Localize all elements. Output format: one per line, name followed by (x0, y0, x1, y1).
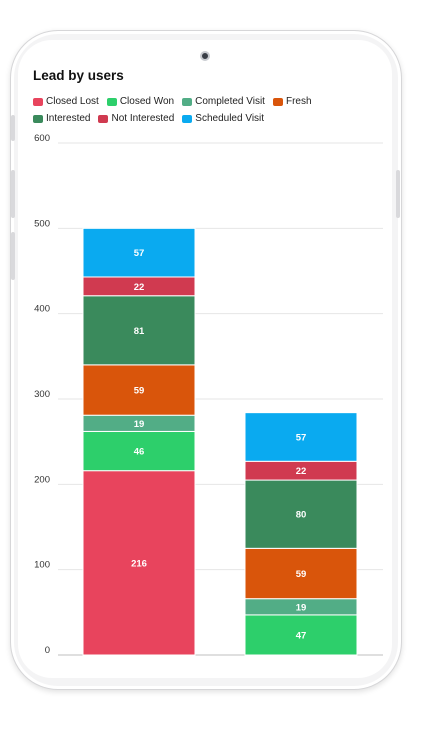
bar-value-label: 57 (134, 248, 145, 259)
legend-label: Scheduled Visit (195, 113, 265, 124)
legend-swatch (33, 97, 43, 106)
bar-value-label: 59 (296, 569, 307, 580)
legend-swatch (33, 114, 43, 123)
y-tick-label: 400 (34, 304, 50, 315)
phone-volume-down (11, 232, 15, 280)
bar-value-label: 80 (296, 510, 307, 521)
y-tick-label: 200 (34, 474, 50, 485)
bar-segment-closed-won[interactable] (82, 430, 196, 472)
bar-value-label: 216 (131, 558, 147, 569)
bar-segment-closed-won[interactable] (244, 614, 358, 656)
legend-item-completed-visit[interactable]: Completed Visit (182, 96, 265, 107)
bar-value-label: 57 (296, 432, 307, 443)
y-tick-label: 0 (45, 645, 50, 656)
chart-legend: Closed Lost Closed Won Completed Visit Fres… (33, 96, 373, 124)
bar-segment-closed-lost[interactable] (82, 470, 196, 656)
bar-value-label: 47 (296, 630, 307, 641)
legend-item-interested[interactable]: Interested (33, 113, 90, 124)
y-tick-label: 600 (34, 133, 50, 144)
bar-value-label: 19 (296, 602, 307, 613)
bar-segment-interested[interactable] (82, 295, 196, 366)
legend-item-closed-won[interactable]: Closed Won (106, 96, 175, 107)
bar-value-label: 81 (134, 326, 145, 337)
legend-label: Closed Lost (46, 96, 99, 107)
y-tick-label: 300 (34, 389, 50, 400)
legend-item-fresh[interactable]: Fresh (272, 96, 312, 107)
bar-value-label: 19 (134, 419, 145, 430)
legend-label: Interested (46, 113, 91, 124)
legend-item-closed-lost[interactable]: Closed Lost (33, 96, 99, 107)
bar-segment-interested[interactable] (244, 479, 358, 549)
bar-segment-scheduled-visit[interactable] (82, 227, 196, 278)
legend-swatch (272, 97, 283, 106)
bar-segment-fresh[interactable] (244, 547, 358, 600)
legend-label: Completed Visit (195, 96, 265, 107)
bar-segment-fresh[interactable] (82, 364, 196, 416)
legend-swatch (106, 97, 117, 106)
bar-value-label: 22 (134, 282, 145, 293)
bar-value-label: 22 (296, 466, 307, 477)
bar-segment-scheduled-visit[interactable] (244, 412, 358, 462)
legend-label: Closed Won (119, 96, 175, 107)
legend-item-scheduled-visit[interactable]: Scheduled Visit (182, 113, 264, 124)
legend-label: Fresh (285, 96, 312, 107)
legend-swatch (182, 97, 193, 106)
phone-volume-up (11, 170, 15, 218)
phone-power-button (396, 170, 400, 218)
y-tick-label: 500 (34, 218, 50, 229)
camera-icon (200, 51, 210, 61)
phone-side-button (11, 115, 15, 141)
bar-value-label: 59 (134, 386, 145, 397)
chart-title: Lead by users (33, 68, 124, 83)
y-tick-label: 100 (34, 560, 50, 571)
legend-label: Not Interested (111, 113, 175, 124)
legend-item-not-interested[interactable]: Not Interested (98, 113, 174, 124)
legend-swatch (182, 114, 193, 123)
bar-value-label: 46 (134, 447, 145, 458)
legend-swatch (98, 114, 109, 123)
